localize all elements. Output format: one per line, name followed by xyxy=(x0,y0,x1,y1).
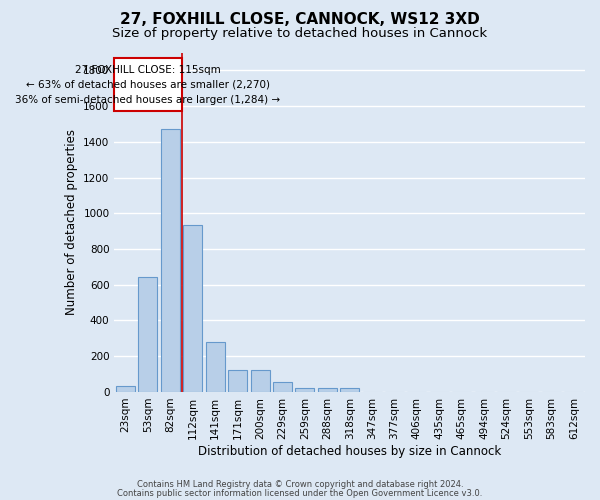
Bar xyxy=(228,370,247,392)
Text: 36% of semi-detached houses are larger (1,284) →: 36% of semi-detached houses are larger (… xyxy=(16,94,281,104)
Bar xyxy=(273,382,292,392)
Text: Contains HM Land Registry data © Crown copyright and database right 2024.: Contains HM Land Registry data © Crown c… xyxy=(137,480,463,489)
Bar xyxy=(206,342,225,392)
Bar xyxy=(251,370,269,392)
FancyBboxPatch shape xyxy=(115,58,182,112)
Text: ← 63% of detached houses are smaller (2,270): ← 63% of detached houses are smaller (2,… xyxy=(26,80,270,90)
Bar xyxy=(139,276,157,392)
Bar xyxy=(295,388,314,392)
Text: Size of property relative to detached houses in Cannock: Size of property relative to detached ho… xyxy=(112,28,488,40)
Y-axis label: Number of detached properties: Number of detached properties xyxy=(65,129,77,315)
Bar xyxy=(340,388,359,392)
Bar xyxy=(116,386,135,392)
Text: 27 FOXHILL CLOSE: 115sqm: 27 FOXHILL CLOSE: 115sqm xyxy=(75,64,221,74)
Text: 27, FOXHILL CLOSE, CANNOCK, WS12 3XD: 27, FOXHILL CLOSE, CANNOCK, WS12 3XD xyxy=(120,12,480,28)
X-axis label: Distribution of detached houses by size in Cannock: Distribution of detached houses by size … xyxy=(198,444,501,458)
Bar xyxy=(318,388,337,392)
Bar xyxy=(161,130,180,392)
Text: Contains public sector information licensed under the Open Government Licence v3: Contains public sector information licen… xyxy=(118,488,482,498)
Bar xyxy=(183,225,202,392)
